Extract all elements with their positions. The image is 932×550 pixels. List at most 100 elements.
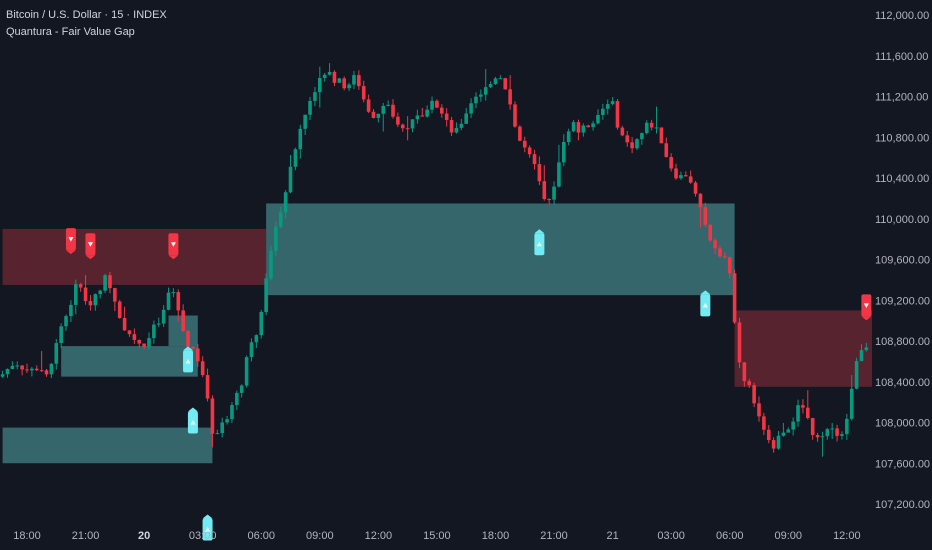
price-tick-label: 109,600.00 [875, 255, 930, 267]
candle-down [810, 418, 815, 436]
candle-up [840, 434, 844, 436]
time-tick-label: 18:00 [482, 530, 510, 542]
candle-down [576, 122, 581, 133]
candle-down [757, 403, 761, 417]
candle-down [815, 435, 820, 438]
candle-up [161, 309, 166, 324]
candle-down [205, 375, 210, 399]
candle-up [283, 192, 288, 213]
price-tick-label: 107,600.00 [875, 458, 930, 470]
candle-up [74, 284, 78, 305]
candle-up [93, 294, 98, 306]
candle-up [259, 311, 264, 336]
candle-up [239, 385, 244, 393]
price-tick-label: 107,200.00 [875, 499, 930, 511]
candle-up [786, 429, 791, 433]
price-tick-label: 111,200.00 [875, 92, 928, 104]
candle-down [391, 104, 395, 117]
marker-pointer [187, 407, 198, 412]
price-tick-label: 108,400.00 [875, 377, 930, 389]
candle-up [781, 432, 786, 436]
candle-down [508, 89, 512, 105]
bull-signal-marker[interactable] [202, 514, 213, 541]
candle-down [88, 301, 93, 306]
candle-up [601, 108, 605, 115]
up-arrow-icon [205, 526, 211, 532]
price-tick-label: 111,600.00 [875, 51, 928, 63]
candle-up [10, 365, 15, 369]
candle-down [698, 193, 703, 208]
candle-down [122, 318, 127, 331]
candle-down [513, 104, 517, 127]
candle-down [108, 275, 112, 289]
candle-down [357, 75, 361, 87]
time-tick-label: 03:00 [657, 530, 685, 542]
time-tick-label: 03:00 [189, 530, 217, 542]
candle-down [44, 370, 49, 375]
candle-down [727, 257, 732, 274]
bear-signal-marker[interactable] [85, 233, 96, 260]
candle-up [566, 131, 571, 142]
candle-up [244, 357, 249, 386]
candle-up [483, 87, 488, 95]
time-tick-label: 09:00 [306, 530, 334, 542]
time-tick-label: 21:00 [72, 530, 100, 542]
candle-up [293, 149, 298, 167]
candle-up [264, 278, 268, 312]
bear-signal-marker[interactable] [65, 228, 76, 255]
candle-up [596, 114, 600, 124]
bull-fvg-zone [61, 346, 198, 377]
price-tick-label: 108,800.00 [875, 336, 930, 348]
candle-up [791, 421, 795, 430]
candle-down [200, 361, 205, 376]
candle-down [723, 256, 727, 258]
bull-signal-marker[interactable] [183, 346, 194, 373]
candle-down [34, 368, 39, 371]
candle-down [732, 273, 737, 323]
candle-down [371, 111, 376, 118]
bull-signal-marker[interactable] [700, 290, 711, 317]
candle-up [249, 342, 254, 358]
candle-down [762, 416, 766, 430]
candle-up [152, 324, 156, 339]
bull-signal-marker[interactable] [534, 229, 545, 256]
candle-down [78, 284, 83, 288]
symbol-title[interactable]: Bitcoin / U.S. Dollar · 15 · INDEX [6, 9, 167, 21]
candle-up [0, 374, 5, 377]
bull-signal-marker[interactable] [187, 407, 198, 434]
candle-up [278, 212, 283, 227]
candle-down [806, 407, 810, 419]
candle-up [274, 226, 278, 251]
marker-pointer [202, 514, 213, 519]
candle-down [342, 78, 346, 89]
candle-down [547, 199, 551, 201]
candle-up [640, 133, 644, 140]
candle-up [854, 361, 859, 389]
candle-down [420, 115, 425, 117]
indicator-name[interactable]: Quantura - Fair Value Gap [6, 26, 135, 38]
candle-down [766, 429, 771, 441]
candle-up [469, 103, 473, 114]
candle-up [635, 139, 639, 149]
candle-up [493, 78, 498, 85]
down-arrow-icon [68, 237, 74, 242]
candle-down [684, 175, 688, 177]
candle-up [679, 175, 683, 179]
bear-signal-marker[interactable] [168, 233, 179, 260]
up-arrow-icon [702, 302, 708, 308]
candle-up [849, 388, 854, 419]
candle-down [440, 107, 444, 114]
candle-up [381, 105, 386, 114]
bear-signal-marker[interactable] [861, 294, 872, 321]
candle-down [708, 224, 712, 241]
candle-up [459, 123, 464, 128]
candle-up [69, 304, 73, 317]
up-arrow-icon [190, 420, 196, 425]
candle-up [825, 429, 830, 437]
candle-up [318, 78, 322, 93]
candle-down [747, 381, 752, 386]
candle-up [820, 436, 825, 438]
candle-up [235, 392, 239, 406]
candle-down [361, 86, 366, 100]
